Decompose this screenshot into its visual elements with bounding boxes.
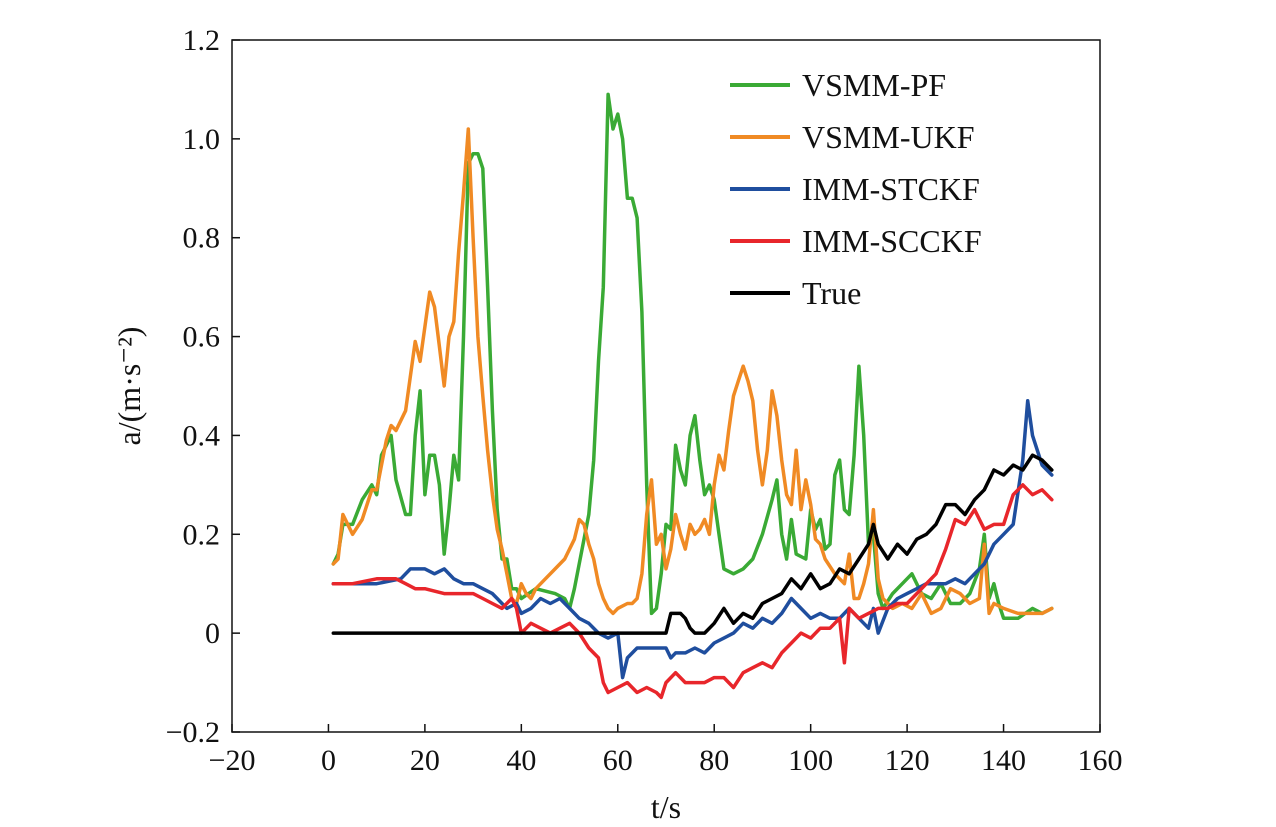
y-tick-label: 0.4 [183, 419, 221, 452]
x-tick-label: 0 [321, 744, 336, 777]
y-tick-label: 1.2 [183, 24, 221, 57]
legend-label: VSMM-PF [802, 67, 946, 103]
y-tick-label: 1.0 [183, 123, 221, 156]
x-tick-label: −20 [209, 744, 256, 777]
legend: VSMM-PF VSMM-UKF IMM-STCKF IMM-SCCKF True [730, 67, 982, 311]
x-tick-label: 60 [603, 744, 633, 777]
plot-border [231, 39, 1101, 733]
series-line-vsmm-pf [331, 92, 1054, 621]
x-tick-label: 120 [885, 744, 930, 777]
legend-label: IMM-STCKF [802, 171, 980, 207]
series-line-vsmm-ukf [331, 127, 1054, 616]
legend-label: True [802, 275, 861, 311]
plot-area-frame [231, 39, 1101, 733]
y-tick-label: 0.8 [183, 222, 221, 255]
x-tick-label: 140 [981, 744, 1026, 777]
legend-label: IMM-SCCKF [802, 223, 982, 259]
x-axis-ticks: −20 0 20 40 60 80 100 120 140 160 [209, 724, 1123, 777]
series-line-imm-scckf [331, 483, 1054, 700]
y-axis-ticks: −0.2 0 0.2 0.4 0.6 0.8 1.0 1.2 [166, 24, 240, 749]
y-tick-label: 0.6 [183, 321, 221, 354]
y-axis-title: a/(m·s⁻²) [111, 327, 147, 446]
series-line-true [331, 453, 1054, 635]
y-tick-label: 0.2 [183, 518, 221, 551]
series-lines [331, 92, 1054, 700]
legend-label: VSMM-UKF [802, 119, 974, 155]
x-tick-label: 160 [1078, 744, 1123, 777]
y-tick-label: −0.2 [166, 716, 220, 749]
x-axis-title: t/s [651, 789, 681, 825]
series-line-imm-stckf [331, 399, 1054, 680]
x-tick-label: 80 [699, 744, 729, 777]
x-tick-label: 20 [410, 744, 440, 777]
x-tick-label: 100 [788, 744, 833, 777]
y-tick-label: 0 [205, 617, 220, 650]
x-tick-label: 40 [506, 744, 536, 777]
